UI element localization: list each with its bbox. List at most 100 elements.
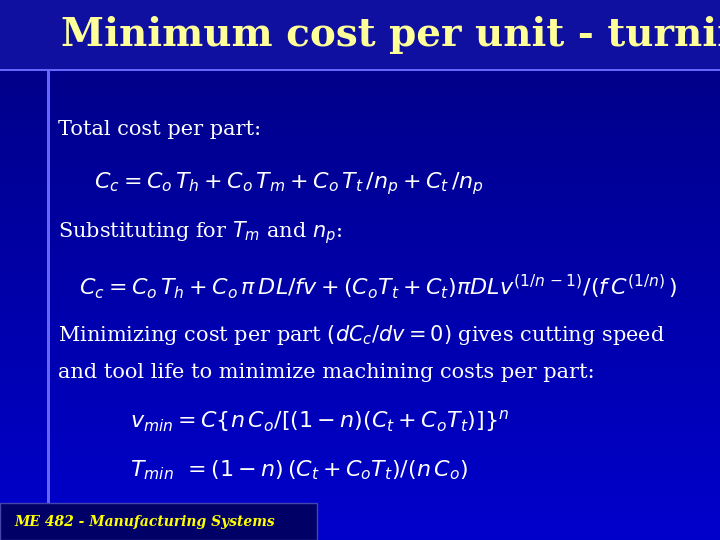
FancyBboxPatch shape (0, 324, 720, 329)
FancyBboxPatch shape (0, 97, 720, 103)
FancyBboxPatch shape (0, 119, 720, 124)
FancyBboxPatch shape (0, 0, 720, 70)
FancyBboxPatch shape (0, 32, 720, 38)
FancyBboxPatch shape (0, 130, 720, 135)
FancyBboxPatch shape (0, 335, 720, 340)
FancyBboxPatch shape (0, 481, 720, 486)
FancyBboxPatch shape (0, 513, 720, 518)
FancyBboxPatch shape (0, 167, 720, 173)
FancyBboxPatch shape (0, 427, 720, 432)
FancyBboxPatch shape (0, 243, 720, 248)
FancyBboxPatch shape (0, 81, 720, 86)
FancyBboxPatch shape (0, 189, 720, 194)
FancyBboxPatch shape (0, 286, 720, 292)
Text: Total cost per part:: Total cost per part: (58, 120, 261, 139)
FancyBboxPatch shape (0, 59, 720, 65)
FancyBboxPatch shape (0, 38, 720, 43)
FancyBboxPatch shape (0, 470, 720, 475)
FancyBboxPatch shape (0, 437, 720, 443)
Text: $T_{min}\;\, = (1-n)\,(C_t + C_oT_t)/(n\, C_o)$: $T_{min}\;\, = (1-n)\,(C_t + C_oT_t)/(n\… (130, 458, 468, 482)
FancyBboxPatch shape (0, 313, 720, 319)
FancyBboxPatch shape (0, 297, 720, 302)
FancyBboxPatch shape (0, 400, 720, 405)
FancyBboxPatch shape (0, 108, 720, 113)
FancyBboxPatch shape (0, 373, 720, 378)
FancyBboxPatch shape (0, 146, 720, 151)
FancyBboxPatch shape (0, 221, 720, 227)
Text: $v_{min} = C\{n\, C_o/[(1-n)(C_t + C_oT_t)]\}^n$: $v_{min} = C\{n\, C_o/[(1-n)(C_t + C_oT_… (130, 408, 509, 434)
FancyBboxPatch shape (0, 76, 720, 81)
Text: Substituting for $T_m$ and $n_p$:: Substituting for $T_m$ and $n_p$: (58, 219, 342, 246)
FancyBboxPatch shape (0, 432, 720, 437)
Text: ME 482 - Manufacturing Systems: ME 482 - Manufacturing Systems (14, 515, 275, 529)
FancyBboxPatch shape (0, 308, 720, 313)
FancyBboxPatch shape (0, 49, 720, 54)
FancyBboxPatch shape (0, 394, 720, 400)
FancyBboxPatch shape (0, 346, 720, 351)
FancyBboxPatch shape (0, 173, 720, 178)
FancyBboxPatch shape (0, 302, 720, 308)
FancyBboxPatch shape (0, 421, 720, 427)
FancyBboxPatch shape (0, 254, 720, 259)
FancyBboxPatch shape (0, 389, 720, 394)
FancyBboxPatch shape (0, 238, 720, 243)
FancyBboxPatch shape (0, 69, 720, 71)
FancyBboxPatch shape (0, 497, 720, 502)
FancyBboxPatch shape (0, 16, 720, 22)
FancyBboxPatch shape (0, 22, 720, 27)
FancyBboxPatch shape (0, 227, 720, 232)
FancyBboxPatch shape (0, 281, 720, 286)
Text: Minimum cost per unit - turning: Minimum cost per unit - turning (61, 16, 720, 55)
FancyBboxPatch shape (0, 454, 720, 459)
FancyBboxPatch shape (0, 124, 720, 130)
FancyBboxPatch shape (0, 508, 720, 513)
FancyBboxPatch shape (0, 464, 720, 470)
FancyBboxPatch shape (0, 200, 720, 205)
FancyBboxPatch shape (0, 0, 720, 5)
FancyBboxPatch shape (0, 194, 720, 200)
FancyBboxPatch shape (0, 162, 720, 167)
FancyBboxPatch shape (0, 232, 720, 238)
Text: Minimizing cost per part $(dC_c/dv = 0)$ gives cutting speed: Minimizing cost per part $(dC_c/dv = 0)$… (58, 323, 665, 347)
FancyBboxPatch shape (0, 475, 720, 481)
FancyBboxPatch shape (0, 362, 720, 367)
FancyBboxPatch shape (0, 529, 720, 535)
FancyBboxPatch shape (0, 27, 720, 32)
FancyBboxPatch shape (0, 416, 720, 421)
FancyBboxPatch shape (0, 405, 720, 410)
Text: and tool life to minimize machining costs per part:: and tool life to minimize machining cost… (58, 363, 594, 382)
FancyBboxPatch shape (0, 157, 720, 162)
FancyBboxPatch shape (0, 135, 720, 140)
FancyBboxPatch shape (0, 503, 317, 540)
FancyBboxPatch shape (0, 43, 720, 49)
FancyBboxPatch shape (0, 329, 720, 335)
FancyBboxPatch shape (0, 383, 720, 389)
FancyBboxPatch shape (0, 486, 720, 491)
FancyBboxPatch shape (0, 65, 720, 70)
FancyBboxPatch shape (47, 70, 50, 540)
FancyBboxPatch shape (0, 151, 720, 157)
FancyBboxPatch shape (0, 340, 720, 346)
FancyBboxPatch shape (0, 113, 720, 119)
FancyBboxPatch shape (0, 103, 720, 108)
FancyBboxPatch shape (0, 524, 720, 529)
FancyBboxPatch shape (0, 86, 720, 92)
FancyBboxPatch shape (0, 448, 720, 454)
FancyBboxPatch shape (0, 410, 720, 416)
Text: $C_c = C_o\, T_h + C_o\, \pi\, DL/fv + (C_oT_t + C_t )\pi DLv^{(1/n\,-1)}/( f\, : $C_c = C_o\, T_h + C_o\, \pi\, DL/fv + (… (79, 272, 678, 301)
Text: $C_c = C_o\, T_h + C_o\, T_m + C_o\, T_t\, /n_p + C_t\, /n_p$: $C_c = C_o\, T_h + C_o\, T_m + C_o\, T_t… (94, 170, 483, 197)
FancyBboxPatch shape (0, 518, 720, 524)
FancyBboxPatch shape (0, 205, 720, 211)
FancyBboxPatch shape (0, 378, 720, 383)
FancyBboxPatch shape (0, 92, 720, 97)
FancyBboxPatch shape (0, 275, 720, 281)
FancyBboxPatch shape (0, 270, 720, 275)
FancyBboxPatch shape (0, 292, 720, 297)
FancyBboxPatch shape (0, 178, 720, 184)
FancyBboxPatch shape (0, 535, 720, 540)
FancyBboxPatch shape (0, 443, 720, 448)
FancyBboxPatch shape (0, 351, 720, 356)
FancyBboxPatch shape (0, 367, 720, 373)
FancyBboxPatch shape (0, 211, 720, 216)
FancyBboxPatch shape (0, 11, 720, 16)
